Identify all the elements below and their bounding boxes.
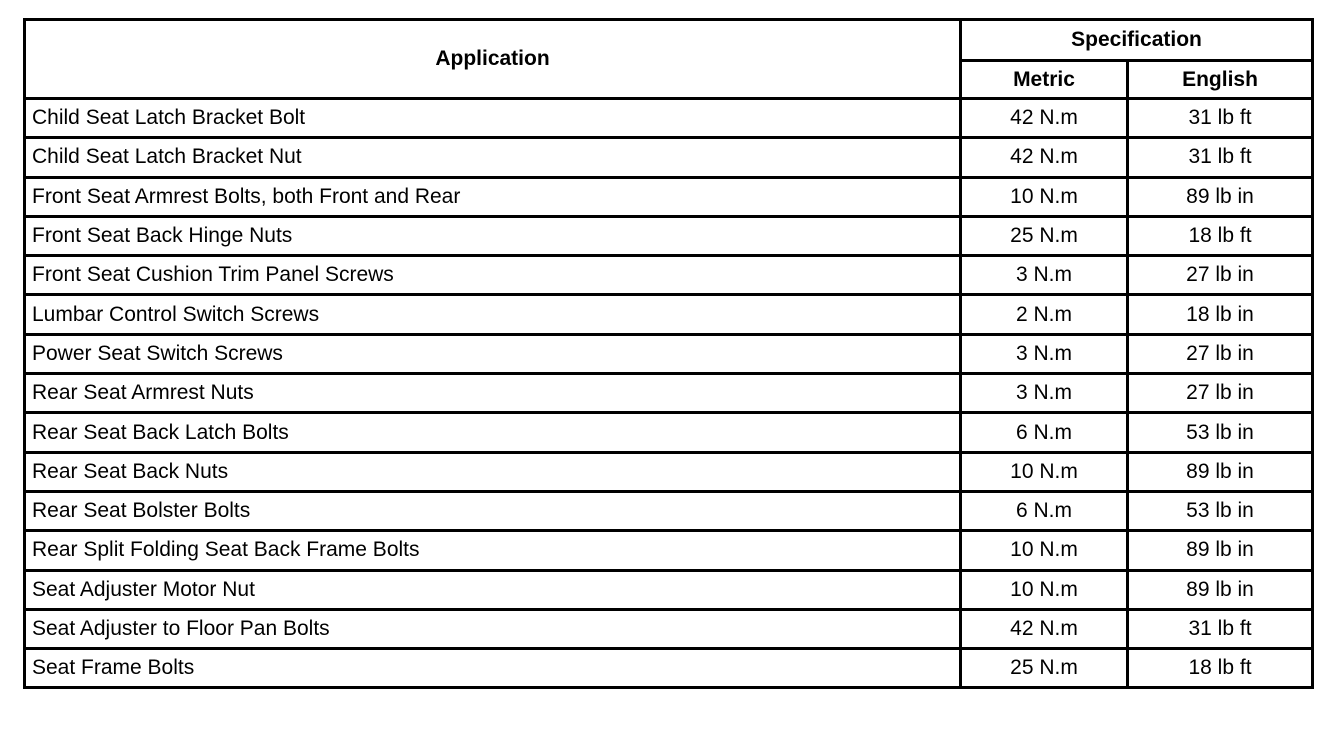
cell-english: 18 lb in bbox=[1125, 293, 1315, 336]
cell-english: 89 lb in bbox=[1125, 529, 1315, 572]
cell-application: Seat Adjuster to Floor Pan Bolts bbox=[23, 607, 962, 651]
cell-metric: 3 N.m bbox=[959, 372, 1129, 415]
cell-metric: 10 N.m bbox=[959, 568, 1129, 611]
cell-application: Child Seat Latch Bracket Bolt bbox=[23, 96, 962, 140]
cell-metric: 6 N.m bbox=[959, 411, 1129, 454]
header-metric: Metric bbox=[959, 59, 1129, 100]
cell-english: 27 lb in bbox=[1125, 332, 1315, 376]
header-english: English bbox=[1125, 59, 1315, 100]
table-row: Rear Split Folding Seat Back Frame Bolts… bbox=[23, 529, 1315, 572]
cell-english: 27 lb in bbox=[1125, 372, 1315, 415]
table-row: Rear Seat Armrest Nuts 3 N.m 27 lb in bbox=[23, 372, 1315, 415]
cell-metric: 10 N.m bbox=[959, 175, 1129, 218]
table-row: Front Seat Armrest Bolts, both Front and… bbox=[23, 175, 1315, 218]
cell-application: Rear Split Folding Seat Back Frame Bolts bbox=[23, 529, 962, 572]
cell-metric: 10 N.m bbox=[959, 450, 1129, 493]
cell-metric: 25 N.m bbox=[959, 214, 1129, 258]
cell-english: 31 lb ft bbox=[1125, 607, 1315, 651]
cell-application: Rear Seat Bolster Bolts bbox=[23, 489, 962, 533]
table-row: Front Seat Cushion Trim Panel Screws 3 N.… bbox=[23, 254, 1315, 297]
table-row: Child Seat Latch Bracket Bolt 42 N.m 31 lb… bbox=[23, 96, 1315, 140]
cell-metric: 10 N.m bbox=[959, 529, 1129, 572]
cell-application: Front Seat Back Hinge Nuts bbox=[23, 214, 962, 258]
table-row: Front Seat Back Hinge Nuts 25 N.m 18 lb ft bbox=[23, 214, 1315, 258]
table-row: Seat Adjuster to Floor Pan Bolts 42 N.m 31… bbox=[23, 607, 1315, 651]
cell-application: Power Seat Switch Screws bbox=[23, 332, 962, 376]
cell-metric: 42 N.m bbox=[959, 607, 1129, 651]
header-application: Application bbox=[23, 18, 962, 100]
cell-application: Rear Seat Armrest Nuts bbox=[23, 372, 962, 415]
cell-application: Seat Frame Bolts bbox=[23, 647, 962, 690]
cell-application: Rear Seat Back Nuts bbox=[23, 450, 962, 493]
cell-english: 31 lb ft bbox=[1125, 136, 1315, 179]
cell-english: 89 lb in bbox=[1125, 175, 1315, 218]
table-row: Seat Frame Bolts 25 N.m 18 lb ft bbox=[23, 647, 1315, 690]
cell-metric: 42 N.m bbox=[959, 96, 1129, 140]
cell-application: Front Seat Cushion Trim Panel Screws bbox=[23, 254, 962, 297]
cell-metric: 6 N.m bbox=[959, 489, 1129, 533]
cell-english: 31 lb ft bbox=[1125, 96, 1315, 140]
table-row: Rear Seat Back Latch Bolts 6 N.m 53 lb in bbox=[23, 411, 1315, 454]
cell-application: Child Seat Latch Bracket Nut bbox=[23, 136, 962, 179]
cell-english: 89 lb in bbox=[1125, 450, 1315, 493]
cell-application: Rear Seat Back Latch Bolts bbox=[23, 411, 962, 454]
cell-english: 18 lb ft bbox=[1125, 214, 1315, 258]
cell-english: 53 lb in bbox=[1125, 489, 1315, 533]
cell-english: 53 lb in bbox=[1125, 411, 1315, 454]
cell-english: 27 lb in bbox=[1125, 254, 1315, 297]
cell-metric: 2 N.m bbox=[959, 293, 1129, 336]
cell-metric: 42 N.m bbox=[959, 136, 1129, 179]
table-row: Rear Seat Bolster Bolts 6 N.m 53 lb in bbox=[23, 489, 1315, 533]
cell-application: Seat Adjuster Motor Nut bbox=[23, 568, 962, 611]
cell-metric: 25 N.m bbox=[959, 647, 1129, 690]
cell-english: 18 lb ft bbox=[1125, 647, 1315, 690]
cell-application: Front Seat Armrest Bolts, both Front and… bbox=[23, 175, 962, 218]
table-row: Power Seat Switch Screws 3 N.m 27 lb in bbox=[23, 332, 1315, 376]
table-row: Lumbar Control Switch Screws 2 N.m 18 lb i… bbox=[23, 293, 1315, 336]
cell-english: 89 lb in bbox=[1125, 568, 1315, 611]
header-specification: Specification bbox=[958, 18, 1315, 62]
table-row: Rear Seat Back Nuts 10 N.m 89 lb in bbox=[23, 450, 1315, 493]
cell-metric: 3 N.m bbox=[959, 332, 1129, 376]
cell-metric: 3 N.m bbox=[959, 254, 1129, 297]
table-row: Child Seat Latch Bracket Nut 42 N.m 31 lb … bbox=[23, 136, 1315, 179]
cell-application: Lumbar Control Switch Screws bbox=[23, 293, 962, 336]
torque-spec-table: Application Specification Metric English… bbox=[23, 18, 1315, 690]
table-row: Seat Adjuster Motor Nut 10 N.m 89 lb in bbox=[23, 568, 1315, 611]
